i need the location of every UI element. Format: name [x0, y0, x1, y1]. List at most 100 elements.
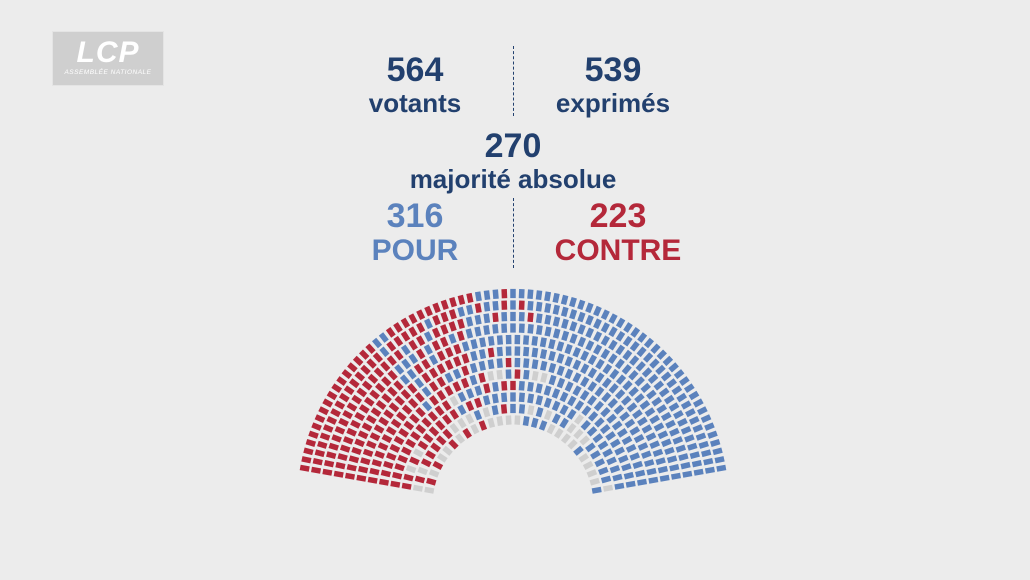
- seat-pour: [668, 402, 680, 412]
- seat-pour: [593, 305, 602, 317]
- seat-pour: [606, 413, 617, 424]
- seat-pour: [599, 423, 611, 435]
- seat-pour: [649, 440, 660, 450]
- seat-pour: [615, 374, 627, 385]
- seat-pour: [556, 365, 565, 376]
- seat-pour: [551, 388, 561, 399]
- seat-pour: [580, 363, 590, 375]
- seat-pour: [601, 391, 612, 403]
- seat-contre: [371, 459, 383, 468]
- seat-contre: [440, 311, 449, 323]
- seat-pour: [600, 348, 611, 360]
- seat-pour: [598, 466, 609, 476]
- seat-contre: [323, 459, 335, 468]
- seat-pour: [444, 372, 454, 384]
- seat-contre: [401, 446, 412, 456]
- seat-contre: [527, 312, 534, 323]
- seat-contre: [434, 405, 445, 417]
- seat-abstention: [578, 452, 590, 463]
- seat-pour: [560, 294, 569, 306]
- seat-pour: [496, 335, 504, 345]
- seat-pour: [623, 471, 634, 480]
- seat-abstention: [496, 369, 503, 380]
- seat-contre: [457, 294, 466, 306]
- seat-pour: [371, 337, 383, 349]
- seat-contre: [326, 390, 338, 401]
- seat-pour: [651, 396, 663, 407]
- seat-pour: [625, 480, 636, 488]
- contre-value: 223: [589, 197, 647, 235]
- seat-contre: [359, 349, 370, 360]
- seat-pour: [510, 288, 516, 299]
- seat-pour: [601, 377, 612, 389]
- seat-pour: [628, 386, 639, 397]
- pour-value: 316: [386, 197, 444, 235]
- seat-contre: [462, 428, 473, 439]
- seat-contre: [436, 435, 447, 446]
- seat-pour: [587, 411, 599, 422]
- seat-pour: [378, 332, 389, 343]
- stat-majorite: 270 majorité absolue: [380, 128, 646, 194]
- seat-pour: [608, 383, 619, 394]
- seat-contre: [420, 458, 432, 468]
- seat-pour: [491, 405, 499, 416]
- seat-pour: [698, 440, 709, 449]
- seat-pour: [470, 350, 478, 362]
- seat-contre: [341, 369, 353, 380]
- seat-pour: [551, 413, 561, 425]
- seat-contre: [421, 372, 432, 384]
- seat-contre: [333, 470, 344, 478]
- seat-pour: [673, 409, 684, 420]
- seat-abstention: [413, 448, 424, 458]
- seat-pour: [649, 358, 660, 369]
- seat-pour: [607, 398, 618, 409]
- seat-contre: [363, 396, 375, 407]
- seat-contre: [336, 376, 347, 386]
- seat-contre: [416, 335, 426, 347]
- seat-abstention: [573, 428, 584, 440]
- seat-pour: [552, 304, 560, 315]
- seat-contre: [305, 438, 317, 447]
- seat-pour: [572, 359, 582, 371]
- seat-abstention: [582, 460, 594, 470]
- seat-contre: [518, 300, 525, 310]
- seat-pour: [641, 424, 653, 434]
- seat-pour: [600, 406, 611, 418]
- seat-pour: [414, 377, 425, 389]
- seat-contre: [322, 424, 334, 433]
- seat-pour: [581, 405, 592, 417]
- seat-pour: [505, 369, 512, 379]
- seat-pour: [680, 400, 692, 410]
- seat-pour: [452, 368, 462, 380]
- seat-contre: [428, 367, 439, 379]
- seat-pour: [688, 416, 700, 425]
- seat-contre: [408, 339, 418, 351]
- seat-abstention: [589, 477, 600, 486]
- seat-contre: [492, 312, 499, 323]
- seat-contre: [427, 411, 439, 422]
- seat-pour: [531, 336, 539, 346]
- seat-contre: [392, 471, 403, 480]
- seat-pour: [469, 374, 478, 386]
- seat-abstention: [514, 415, 521, 425]
- seat-pour: [689, 451, 700, 460]
- seat-contre: [460, 377, 470, 389]
- seat-pour: [682, 470, 693, 478]
- seat-contre: [415, 423, 427, 435]
- seat-pour: [448, 333, 457, 344]
- seat-abstention: [546, 423, 556, 435]
- seat-pour: [704, 466, 715, 474]
- seat-abstention: [405, 464, 417, 474]
- seat-pour: [585, 302, 594, 314]
- seat-contre: [389, 443, 401, 453]
- seat-contre: [501, 300, 508, 310]
- seat-pour: [580, 419, 591, 431]
- seat-pour: [605, 431, 616, 441]
- seat-pour: [661, 438, 672, 448]
- seat-contre: [312, 458, 323, 466]
- seat-contre: [326, 416, 338, 425]
- seat-pour: [544, 291, 552, 302]
- seat-pour: [608, 313, 618, 325]
- seat-contre: [414, 391, 425, 403]
